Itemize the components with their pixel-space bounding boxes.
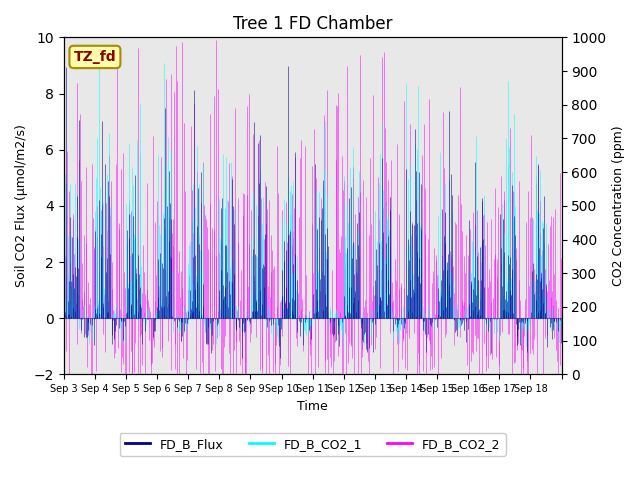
- Legend: FD_B_Flux, FD_B_CO2_1, FD_B_CO2_2: FD_B_Flux, FD_B_CO2_1, FD_B_CO2_2: [120, 433, 506, 456]
- Text: TZ_fd: TZ_fd: [74, 50, 116, 64]
- Y-axis label: CO2 Concentration (ppm): CO2 Concentration (ppm): [612, 126, 625, 286]
- Title: Tree 1 FD Chamber: Tree 1 FD Chamber: [233, 15, 392, 33]
- X-axis label: Time: Time: [297, 400, 328, 413]
- Y-axis label: Soil CO2 Flux (μmol/m2/s): Soil CO2 Flux (μmol/m2/s): [15, 124, 28, 288]
